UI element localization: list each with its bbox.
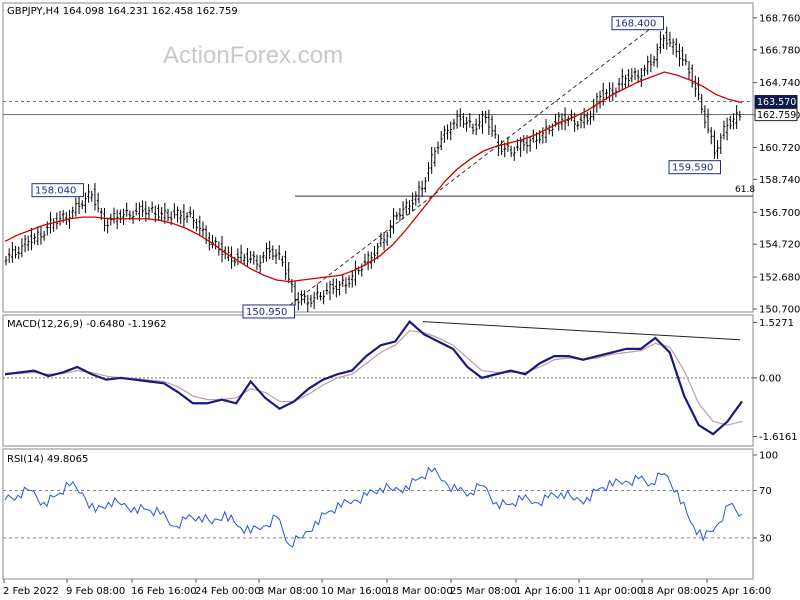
x-tick-label: 11 Apr 00:00 [578,586,643,597]
price-y-tick: 150.700 [759,305,800,316]
rsi-y-tick: 100 [759,451,778,462]
x-tick-label: 18 Mar 00:00 [386,586,453,597]
fib-level-label: 61.8 [735,185,755,195]
price-y-tick: 156.700 [759,208,800,219]
macd-label: MACD(12,26,9) -0.6480 -1.1962 [7,319,167,330]
x-tick-label: 2 Feb 2022 [3,586,59,597]
rsi-line [4,466,743,548]
price-panel [2,2,754,313]
rsi-panel [2,448,754,580]
symbol-line: GBPJPY,H4 164.098 164.231 162.458 162.75… [7,6,238,17]
macd-divergence-line [422,321,741,341]
price-layer: 168.760166.780164.740162.740160.720158.7… [3,13,800,319]
x-tick-label: 10 Mar 16:00 [321,586,388,597]
rsi-y-tick: 70 [759,486,772,497]
x-tick-label: 25 Apr 16:00 [706,586,771,597]
macd-y-tick: -1.6161 [759,432,798,443]
rsi-label: RSI(14) 49.8065 [7,454,88,465]
macd-panel [2,314,754,447]
price-annotation-box [31,183,84,198]
macd-y-tick: 1.5271 [759,318,794,329]
rsi-layer: 100 70 30 [3,451,778,548]
x-tick-label: 16 Feb 16:00 [131,586,197,597]
price-y-tick: 166.780 [759,45,800,56]
x-tick-label: 25 Mar 08:00 [450,586,517,597]
x-tick-label: 18 Apr 08:00 [641,586,706,597]
macd-line [4,320,743,436]
price-tag-box [754,108,798,122]
price-annotation-box [611,16,664,31]
price-tag-label: 163.570 [757,97,796,108]
trendline [289,23,658,306]
x-tick-label: 24 Feb 00:00 [195,586,261,597]
price-annotation: 150.950 [246,307,287,318]
watermark: ActionForex.com [163,42,343,69]
price-annotation-box [668,160,721,175]
moving-average-line [4,71,743,283]
x-tick-label: 3 Mar 08:00 [258,586,318,597]
price-y-tick: 164.740 [759,78,800,89]
price-y-tick: 168.760 [759,13,800,24]
macd-layer: 1.5271 0.00 -1.6161 [3,318,798,443]
price-annotation-box [242,304,295,319]
price-y-tick: 158.740 [759,175,800,186]
price-annotation: 168.400 [615,19,656,30]
price-y-tick: 160.720 [759,143,800,154]
price-tag-box [754,95,798,109]
price-y-tick: 154.720 [759,240,800,251]
rsi-y-tick: 30 [759,533,772,544]
price-y-tick: 152.680 [759,273,800,284]
x-tick-label: 9 Feb 08:00 [66,586,125,597]
price-annotation: 159.590 [672,163,713,174]
macd-y-tick: 0.00 [759,373,781,384]
price-annotation: 158.040 [35,186,76,197]
x-tick-label: 1 Apr 16:00 [515,586,574,597]
price-tag-label: 162.759 [757,110,796,121]
